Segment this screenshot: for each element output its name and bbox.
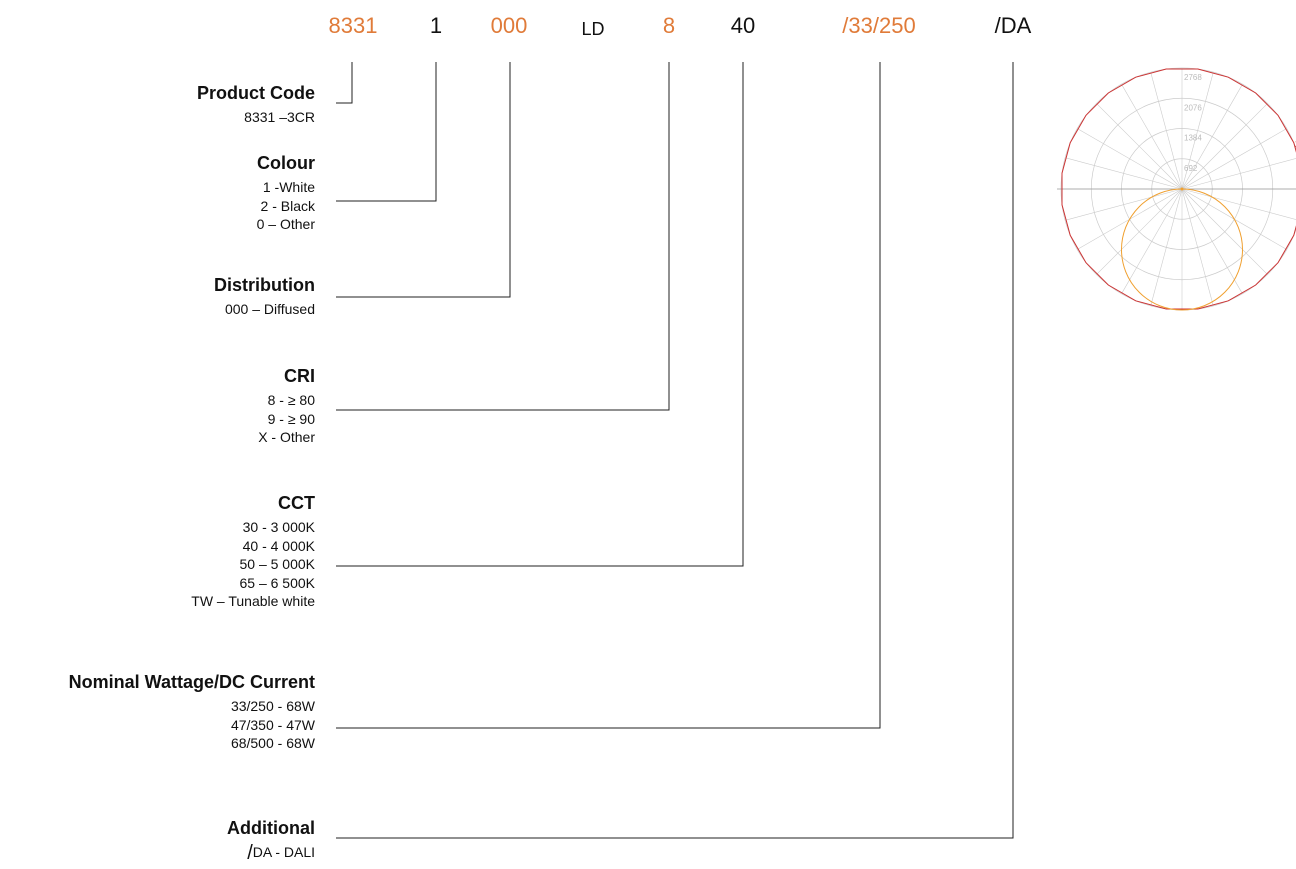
section-heading: CCT [278,493,315,513]
section-cct: CCT 30 - 3 000K 40 - 4 000K 50 – 5 000K … [191,492,315,611]
code-part-product: 8331 [328,13,378,38]
section-item: 8331 –3CR [244,109,315,125]
section-wattage: Nominal Wattage/DC Current 33/250 - 68W … [69,671,315,753]
connector-cct [336,62,744,567]
polar-center-dot [1180,187,1184,191]
polar-grid-spoke [1096,188,1183,275]
section-item: 1 -White [262,179,315,195]
polar-grid-spoke [1181,128,1287,190]
polar-grid-spoke [1150,188,1183,306]
polar-grid-spoke [1121,84,1183,190]
section-item: 65 – 6 500K [239,574,315,591]
section-heading: Product Code [196,83,315,103]
section-heading: CRI [284,366,315,386]
section-item: 8 - ≥ 80 [267,392,315,408]
code-part-distribution: 000 [490,13,528,38]
polar-grid-spoke [1181,72,1214,190]
section-item: X - Other [258,429,315,445]
section-heading: Additional [227,818,315,838]
section-additional: Additional /DA - DALI [227,817,315,863]
slash-prefix: / [247,842,253,864]
code-part-cri: 8 [662,13,676,38]
polar-ring-label: 1384 [1184,134,1202,143]
polar-ring-label: 2768 [1184,73,1202,82]
section-item: 0 – Other [256,216,315,232]
section-item: 33/250 - 68W [230,698,315,714]
polar-grid-spoke [1065,188,1183,221]
connector-cri [336,62,670,411]
code-part-cct: 40 [730,13,756,38]
polar-ring-label: 2076 [1184,103,1202,112]
polar-grid-spoke [1181,158,1296,190]
section-item: 000 – Diffused [224,301,315,317]
polar-grid-spoke [1065,157,1183,190]
outer-distribution-curve [1061,68,1296,310]
polar-grid-spoke [1181,103,1268,190]
polar-grid-spoke [1150,72,1183,190]
connector-distribution [336,62,511,298]
code-part-ld: LD [581,19,605,39]
polar-grid-spoke [1121,188,1183,294]
section-item: 68/500 - 68W [230,735,315,751]
connector-product-code [336,62,353,104]
code-part-colour: 1 [429,13,443,38]
polar-grid-spoke [1181,188,1296,220]
connector-additional [336,62,1014,839]
section-item: TW – Tunable white [191,593,315,609]
connector-wattage [336,62,881,729]
polar-ring-labels: 2768 2076 1384 692 [1184,73,1202,173]
section-colour: Colour 1 -White 2 - Black 0 – Other [257,152,315,234]
section-cri: CRI 8 - ≥ 80 9 - ≥ 90 X - Other [258,365,315,447]
section-heading: Nominal Wattage/DC Current [68,672,315,692]
section-item: 40 - 4 000K [242,537,315,554]
polar-grid-spoke [1181,188,1214,306]
connector-colour [336,62,437,202]
polar-grid-spoke [1096,103,1183,190]
section-item: 47/350 - 47W [230,716,315,733]
section-heading: Colour [257,153,315,173]
section-distribution: Distribution 000 – Diffused [214,274,315,319]
section-product-code: Product Code 8331 –3CR [197,82,315,127]
section-item: 9 - ≥ 90 [267,410,315,427]
polar-grid-spoke [1181,84,1243,190]
section-item: 50 – 5 000K [239,556,315,572]
section-item: /DA - DALI [247,842,315,864]
code-part-additional: /DA [994,13,1032,38]
section-item: 30 - 3 000K [242,519,315,535]
code-part-wattage: /33/250 [842,13,916,38]
polar-grid-spoke [1077,128,1183,190]
polar-ring-label: 692 [1184,164,1198,173]
section-item: 2 - Black [260,197,315,214]
polar-grid-spoke [1181,188,1268,275]
polar-grid-spoke [1181,188,1243,294]
section-heading: Distribution [214,275,315,295]
